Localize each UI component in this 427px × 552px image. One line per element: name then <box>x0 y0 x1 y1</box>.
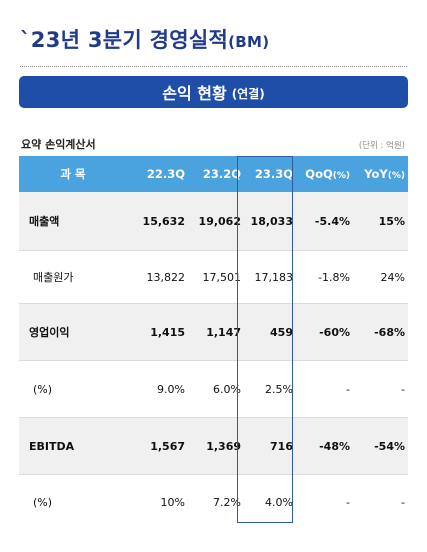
cell-qoq: -1.8% <box>318 270 350 284</box>
title-divider <box>20 66 407 67</box>
row-label: 매출액 <box>29 215 60 228</box>
table-row-operating-profit: 영업이익 1,415 1,147 459 -60% -68% <box>19 304 408 361</box>
table-row-revenue: 매출액 15,632 19,062 18,033 -5.4% 15% <box>19 192 408 251</box>
title-suffix: (BM) <box>228 33 270 51</box>
header-22-3q: 22.3Q <box>146 167 185 181</box>
cell-yoy: 24% <box>380 270 405 284</box>
cell-22-3q: 13,822 <box>146 270 186 284</box>
table-row-operating-margin: (%) 9.0% 6.0% 2.5% - - <box>19 361 408 418</box>
cell-yoy: -68% <box>374 325 405 339</box>
cell-23-3q: 18,033 <box>250 214 293 228</box>
cell-yoy: 15% <box>378 214 405 228</box>
page-title: `23년 3분기 경영실적(BM) <box>20 24 269 54</box>
row-label: (%) <box>33 495 53 509</box>
cell-23-3q: 459 <box>270 325 293 339</box>
cell-22-3q: 1,567 <box>150 439 185 453</box>
banner-suffix: (연결) <box>231 86 265 101</box>
cell-22-3q: 1,415 <box>150 325 185 339</box>
cell-yoy: -54% <box>374 439 405 453</box>
title-text: `23년 3분기 경영실적 <box>20 28 229 52</box>
header-item: 과 목 <box>60 167 86 181</box>
row-label: EBITDA <box>29 439 75 453</box>
cell-23-2q: 17,501 <box>202 270 242 284</box>
header-yoy-unit: (%) <box>387 171 405 181</box>
cell-22-3q: 10% <box>160 495 185 509</box>
cell-22-3q: 9.0% <box>157 382 185 396</box>
table-header: 과 목 22.3Q 23.2Q 23.3Q QoQ(%) YoY(%) <box>19 156 408 192</box>
table-row-ebitda-margin: (%) 10% 7.2% 4.0% - - <box>19 475 408 529</box>
header-qoq-label: QoQ <box>305 167 333 181</box>
header-qoq: QoQ(%) <box>293 167 350 181</box>
header-23-2q: 23.2Q <box>202 167 241 181</box>
cell-qoq: -48% <box>319 439 350 453</box>
cell-qoq: - <box>346 495 350 509</box>
cell-23-3q: 17,183 <box>254 270 294 284</box>
cell-23-3q: 4.0% <box>265 495 293 509</box>
unit-label: (단위 : 억원) <box>358 141 405 151</box>
header-yoy-label: YoY <box>364 167 388 181</box>
table-row-ebitda: EBITDA 1,567 1,369 716 -48% -54% <box>19 418 408 475</box>
header-yoy: YoY(%) <box>350 167 405 181</box>
cell-qoq: - <box>346 382 350 396</box>
cell-yoy: - <box>401 495 405 509</box>
header-qoq-unit: (%) <box>332 171 350 181</box>
table-caption: 요약 손익계산서 <box>21 138 96 151</box>
cell-23-3q: 2.5% <box>265 382 293 396</box>
cell-23-2q: 1,147 <box>206 325 241 339</box>
cell-23-2q: 19,062 <box>198 214 241 228</box>
cell-23-2q: 6.0% <box>213 382 241 396</box>
cell-qoq: -5.4% <box>314 214 350 228</box>
cell-22-3q: 15,632 <box>142 214 185 228</box>
row-label: 매출원가 <box>33 271 74 284</box>
cell-23-2q: 1,369 <box>206 439 241 453</box>
row-label: 영업이익 <box>29 326 70 339</box>
row-label: (%) <box>33 382 53 396</box>
table-row-cogs: 매출원가 13,822 17,501 17,183 -1.8% 24% <box>19 251 408 304</box>
header-23-3q: 23.3Q <box>254 167 293 181</box>
income-statement-table: 과 목 22.3Q 23.2Q 23.3Q QoQ(%) YoY(%) 매출액 … <box>19 156 408 529</box>
section-banner: 손익 현황 (연결) <box>19 76 408 108</box>
cell-23-2q: 7.2% <box>213 495 241 509</box>
cell-23-3q: 716 <box>270 439 293 453</box>
cell-qoq: -60% <box>319 325 350 339</box>
banner-title: 손익 현황 <box>162 84 227 103</box>
cell-yoy: - <box>401 382 405 396</box>
